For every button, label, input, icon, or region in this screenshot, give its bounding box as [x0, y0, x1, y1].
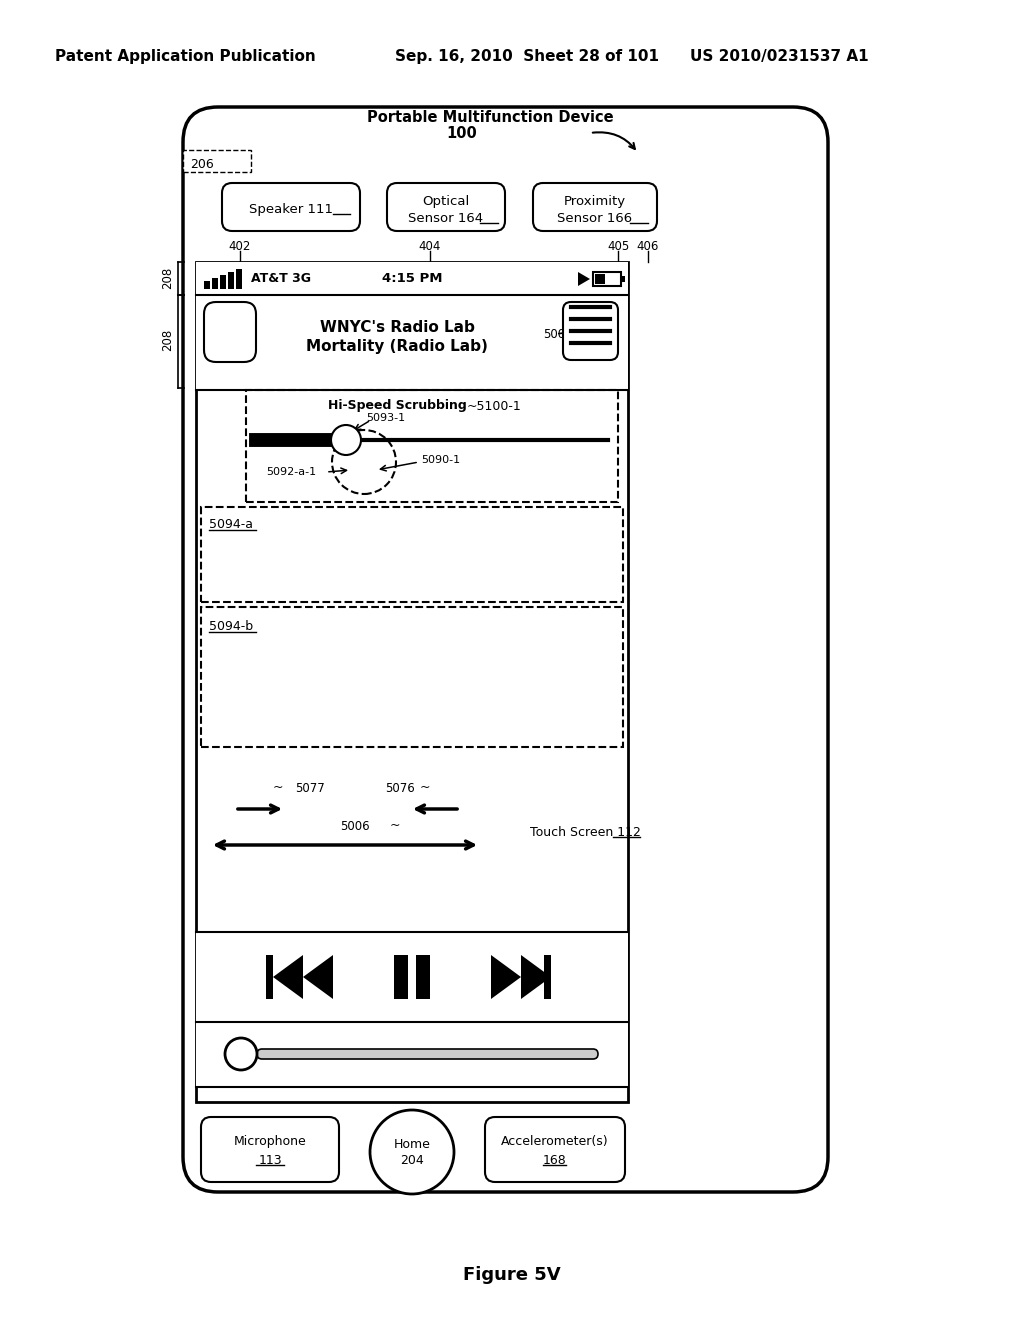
Bar	[394, 954, 408, 999]
Polygon shape	[521, 954, 551, 999]
Text: 208: 208	[161, 267, 174, 289]
Text: Hi-Speed Scrubbing: Hi-Speed Scrubbing	[328, 400, 466, 412]
Polygon shape	[490, 954, 521, 999]
Circle shape	[225, 1038, 257, 1071]
Text: 4:15 PM: 4:15 PM	[382, 272, 442, 285]
Text: 5090-1: 5090-1	[421, 455, 460, 465]
FancyBboxPatch shape	[485, 1117, 625, 1181]
Polygon shape	[303, 954, 333, 999]
FancyBboxPatch shape	[563, 302, 618, 360]
Text: 113: 113	[258, 1154, 282, 1167]
Bar	[621, 276, 625, 282]
Text: 100: 100	[446, 125, 477, 140]
Text: Patent Application Publication: Patent Application Publication	[55, 49, 315, 65]
Text: 5093-1: 5093-1	[366, 413, 406, 422]
Text: 5092-a-1: 5092-a-1	[266, 467, 316, 477]
Text: WNYC's Radio Lab: WNYC's Radio Lab	[319, 321, 474, 335]
Text: AT&T 3G: AT&T 3G	[251, 272, 311, 285]
Text: Sensor 166: Sensor 166	[557, 211, 633, 224]
Bar	[544, 954, 551, 999]
Bar	[196, 261, 628, 294]
Text: Touch Screen 112: Touch Screen 112	[530, 825, 641, 838]
Text: US 2010/0231537 A1: US 2010/0231537 A1	[690, 49, 868, 65]
FancyBboxPatch shape	[201, 1117, 339, 1181]
Bar	[220, 275, 226, 289]
Text: Proximity: Proximity	[564, 195, 626, 209]
Text: 5004: 5004	[543, 327, 572, 341]
Bar	[228, 272, 234, 289]
FancyBboxPatch shape	[222, 183, 360, 231]
Text: 5076: 5076	[385, 783, 415, 796]
Bar	[236, 269, 242, 289]
Bar	[196, 261, 628, 1102]
Bar	[201, 507, 623, 602]
Text: 206: 206	[190, 157, 214, 170]
Text: Home: Home	[393, 1138, 430, 1151]
FancyBboxPatch shape	[204, 302, 256, 362]
Bar	[196, 1022, 628, 1086]
Bar	[595, 275, 605, 284]
FancyBboxPatch shape	[534, 183, 657, 231]
FancyBboxPatch shape	[387, 183, 505, 231]
Bar	[266, 954, 273, 999]
Text: 402: 402	[228, 240, 251, 253]
Text: 5077: 5077	[295, 783, 325, 796]
Bar	[183, 150, 251, 172]
Bar	[416, 954, 430, 999]
Circle shape	[331, 425, 361, 455]
Bar	[593, 272, 621, 286]
Text: Mortality (Radio Lab): Mortality (Radio Lab)	[306, 339, 488, 355]
Text: 5006: 5006	[340, 821, 370, 833]
Polygon shape	[273, 954, 303, 999]
FancyBboxPatch shape	[257, 1049, 598, 1059]
Polygon shape	[578, 272, 590, 286]
Bar	[204, 281, 210, 289]
Text: Figure 5V: Figure 5V	[463, 1266, 561, 1284]
Text: 405: 405	[607, 240, 629, 253]
Text: ~: ~	[390, 818, 400, 832]
Text: 168: 168	[543, 1154, 567, 1167]
Circle shape	[370, 1110, 454, 1195]
Text: 208: 208	[161, 329, 174, 351]
Text: 204: 204	[400, 1154, 424, 1167]
Text: Sensor 164: Sensor 164	[409, 211, 483, 224]
Bar	[246, 389, 618, 502]
Text: 404: 404	[419, 240, 441, 253]
Text: Microphone: Microphone	[233, 1135, 306, 1148]
Bar	[201, 607, 623, 747]
Text: ~: ~	[272, 780, 283, 793]
Bar	[196, 932, 628, 1022]
Text: Sep. 16, 2010  Sheet 28 of 101: Sep. 16, 2010 Sheet 28 of 101	[395, 49, 659, 65]
Text: Accelerometer(s): Accelerometer(s)	[501, 1135, 609, 1148]
FancyBboxPatch shape	[183, 107, 828, 1192]
Text: 406: 406	[637, 240, 659, 253]
Text: 5094-a: 5094-a	[209, 519, 253, 532]
Text: Portable Multifunction Device: Portable Multifunction Device	[367, 110, 613, 124]
Text: Optical: Optical	[422, 195, 470, 209]
Text: 5094-b: 5094-b	[209, 620, 253, 634]
Text: ~: ~	[420, 780, 430, 793]
Bar	[212, 279, 218, 289]
Bar	[196, 294, 628, 389]
Text: ~5100-1: ~5100-1	[467, 400, 522, 412]
Text: Speaker 111: Speaker 111	[249, 202, 333, 215]
